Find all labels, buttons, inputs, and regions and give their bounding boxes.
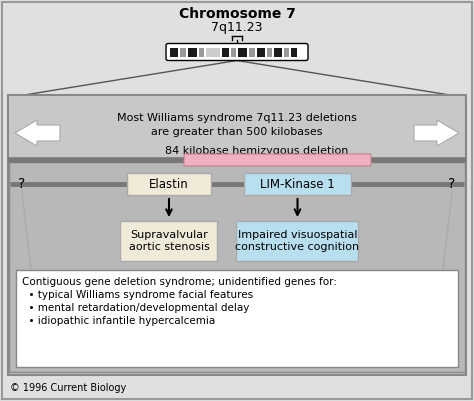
Bar [257,47,265,57]
Bar [238,47,247,57]
Text: • idiopathic infantile hypercalcemia: • idiopathic infantile hypercalcemia [22,316,215,326]
Text: Supravalvular
aortic stenosis: Supravalvular aortic stenosis [128,230,210,252]
FancyBboxPatch shape [184,154,371,166]
FancyBboxPatch shape [8,95,466,375]
Text: 7q11.23: 7q11.23 [211,22,263,34]
Bar [222,47,229,57]
Text: Elastin: Elastin [149,178,189,190]
Text: Impaired visuospatial
constructive cognition: Impaired visuospatial constructive cogni… [236,230,360,252]
FancyBboxPatch shape [166,43,308,61]
FancyBboxPatch shape [244,173,351,195]
Bar [188,47,197,57]
FancyBboxPatch shape [237,221,358,261]
Bar [180,47,186,57]
Bar [274,47,282,57]
Text: 84 kilobase hemizygous deletion: 84 kilobase hemizygous deletion [165,146,349,156]
FancyBboxPatch shape [9,162,465,372]
Bar [206,47,220,57]
FancyBboxPatch shape [127,173,211,195]
Text: Most Williams syndrome 7q11.23 deletions
are greater than 500 kilobases: Most Williams syndrome 7q11.23 deletions… [117,113,357,137]
Bar [231,47,236,57]
Text: • mental retardation/developmental delay: • mental retardation/developmental delay [22,303,249,313]
Text: ?: ? [448,177,456,191]
Text: • typical Williams syndrome facial features: • typical Williams syndrome facial featu… [22,290,253,300]
Text: © 1996 Current Biology: © 1996 Current Biology [10,383,126,393]
FancyBboxPatch shape [120,221,218,261]
Text: ?: ? [18,177,26,191]
Bar [267,47,272,57]
FancyArrow shape [15,120,60,146]
Text: Chromosome 7: Chromosome 7 [179,7,295,21]
Bar [170,47,178,57]
FancyArrow shape [414,120,459,146]
Bar [249,47,255,57]
Text: Contiguous gene deletion syndrome; unidentified genes for:: Contiguous gene deletion syndrome; unide… [22,277,337,287]
Bar [291,47,297,57]
Bar [199,47,204,57]
Text: LIM-Kinase 1: LIM-Kinase 1 [260,178,335,190]
FancyBboxPatch shape [16,270,458,367]
Bar [284,47,289,57]
